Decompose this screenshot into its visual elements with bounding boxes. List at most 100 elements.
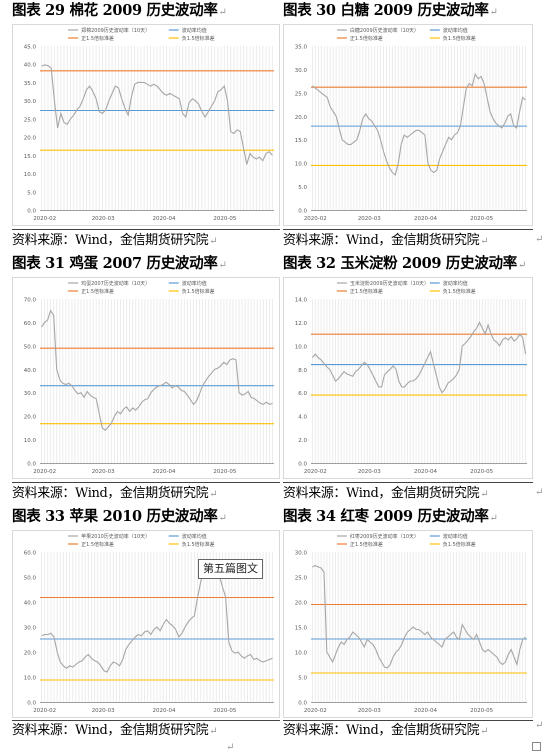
series-line — [312, 564, 526, 669]
y-tick-label: 12.0 — [295, 321, 308, 327]
x-tick-label: 2020-02 — [304, 469, 327, 475]
legend-series-label: 郑棉2009历史波动率（10天） — [81, 27, 150, 34]
y-tick-label: 20.0 — [295, 115, 308, 121]
chart-31-svg: 0.0 10.0 20.0 30.0 40.0 50.0 60.0 70.0 2020-02 20… — [12, 277, 280, 479]
y-tick-label: 10.0 — [24, 676, 37, 682]
y-tick-label: 25.0 — [295, 576, 308, 582]
legend-mean-label: 波动率均值 — [182, 27, 207, 34]
chart-34-svg: 0.0 5.0 10.0 15.0 20.0 25.0 30.0 2020-02 2020-03… — [283, 530, 533, 718]
x-tick-label: 2020-04 — [414, 216, 437, 222]
y-tick-label: 10.0 — [24, 172, 37, 178]
series-line — [41, 309, 273, 431]
figure-title: 图表 29 棉花 2009 历史波动率↵ — [12, 2, 227, 19]
series-line — [312, 72, 526, 176]
x-tick-label: 2020-04 — [153, 469, 176, 475]
source-note: 资料来源：Wind，金信期货研究院↵ — [283, 723, 489, 738]
y-tick-label: 0.0 — [27, 462, 36, 468]
figure-title: 图表 33 苹果 2010 历史波动率↵ — [12, 508, 227, 525]
y-tick-label: 50.0 — [24, 576, 37, 582]
y-tick-label: 15.0 — [24, 154, 37, 160]
legend-upper-label: 正1.5倍标准差 — [350, 541, 383, 548]
x-tick-label: 2020-04 — [153, 216, 176, 222]
legend-series-label: 红枣2009历史波动率（10天） — [350, 533, 419, 540]
y-tick-label: 15.0 — [295, 138, 308, 144]
source-note: 资料来源：Wind，金信期货研究院↵ — [283, 233, 489, 248]
legend-upper-label: 正1.5倍标准差 — [81, 541, 114, 548]
x-tick-label: 2020-05 — [213, 469, 236, 475]
x-tick-label: 2020-05 — [213, 708, 236, 714]
figure-title: 图表 32 玉米淀粉 2009 历史波动率↵ — [283, 255, 527, 272]
chart-29-svg: 0.0 5.0 10.0 15.0 20.0 25.0 30.0 35.0 40.0 45.0 20… — [12, 24, 280, 226]
y-tick-label: 30.0 — [24, 99, 37, 105]
legend-lower-label: 负1.5倍标准差 — [182, 288, 215, 295]
y-tick-label: 0.0 — [298, 462, 307, 468]
x-tick-label: 2020-02 — [33, 216, 56, 222]
figure-title: 图表 30 白糖 2009 历史波动率↵ — [283, 2, 498, 19]
legend-upper-label: 正1.5倍标准差 — [81, 35, 114, 42]
y-tick-label: 0.0 — [27, 701, 36, 707]
y-tick-label: 20.0 — [295, 601, 308, 607]
chart-frame — [12, 24, 280, 226]
legend-upper-label: 正1.5倍标准差 — [350, 35, 383, 42]
legend-lower-label: 负1.5倍标准差 — [182, 541, 215, 548]
paragraph-mark: ↵ — [535, 720, 544, 731]
y-tick-label: 30.0 — [24, 626, 37, 632]
legend-mean-label: 波动率均值 — [443, 533, 468, 540]
y-tick-label: 60.0 — [24, 551, 37, 557]
y-tick-label: 25.0 — [24, 117, 37, 123]
figure-34: 图表 34 红枣 2009 历史波动率↵ 0.0 5.0 10.0 15.0 20.0 2… — [283, 506, 533, 746]
y-tick-label: 70.0 — [24, 298, 37, 304]
y-tick-label: 6.0 — [298, 391, 307, 397]
series-line — [41, 64, 273, 165]
paragraph-mark: ↵ — [535, 234, 544, 245]
x-tick-label: 2020-03 — [92, 708, 115, 714]
legend-series-label: 鸡蛋2007历史波动率（10天） — [81, 280, 150, 287]
y-tick-label: 0.0 — [27, 209, 36, 215]
x-tick-label: 2020-03 — [92, 216, 115, 222]
y-tick-label: 20.0 — [24, 136, 37, 142]
y-tick-label: 30.0 — [295, 68, 308, 74]
y-tick-label: 8.0 — [298, 368, 307, 374]
legend-mean-label: 波动率均值 — [443, 27, 468, 34]
source-note: 资料来源：Wind，金信期货研究院↵ — [12, 723, 218, 738]
legend-upper-label: 正1.5倍标准差 — [350, 288, 383, 295]
y-tick-label: 35.0 — [24, 81, 37, 87]
legend-upper-label: 正1.5倍标准差 — [81, 288, 114, 295]
y-tick-label: 30.0 — [24, 391, 37, 397]
resize-handle[interactable] — [532, 742, 541, 751]
figure-callout[interactable]: 第五篇图文 — [198, 559, 263, 579]
legend-mean-label: 波动率均值 — [182, 280, 207, 287]
y-tick-label: 20.0 — [24, 651, 37, 657]
legend-lower-label: 负1.5倍标准差 — [443, 288, 476, 295]
figure-31: 图表 31 鸡蛋 2007 历史波动率↵ 0.0 10.0 20.0 30.0 40.0… — [12, 253, 280, 503]
x-tick-label: 2020-05 — [470, 216, 493, 222]
y-tick-label: 40.0 — [24, 63, 37, 69]
y-tick-label: 0.0 — [298, 701, 307, 707]
legend-mean-label: 波动率均值 — [443, 280, 468, 287]
y-tick-label: 50.0 — [24, 344, 37, 350]
y-tick-label: 60.0 — [24, 321, 37, 327]
x-tick-label: 2020-05 — [470, 708, 493, 714]
y-tick-label: 30.0 — [295, 551, 308, 557]
legend-lower-label: 负1.5倍标准差 — [182, 35, 215, 42]
y-tick-label: 14.0 — [295, 298, 308, 304]
y-tick-label: 10.0 — [295, 344, 308, 350]
y-tick-label: 4.0 — [298, 415, 307, 421]
chart-30-svg: 0.0 5.0 10.0 15.0 20.0 25.0 30.0 35.0 2020-02 202… — [283, 24, 533, 226]
figure-title: 图表 31 鸡蛋 2007 历史波动率↵ — [12, 255, 227, 272]
figure-title: 图表 34 红枣 2009 历史波动率↵ — [283, 508, 498, 525]
chart-32-svg: 0.0 2.0 4.0 6.0 8.0 10.0 12.0 14.0 2020-02 2020-0… — [283, 277, 533, 479]
figure-29: 图表 29 棉花 2009 历史波动率↵ 0.0 5.0 10.0 15.0 20.0 2… — [12, 0, 280, 250]
y-tick-label: 10.0 — [295, 162, 308, 168]
series-line — [311, 321, 527, 394]
x-tick-label: 2020-03 — [358, 469, 381, 475]
legend-mean-label: 波动率均值 — [182, 533, 207, 540]
y-tick-label: 20.0 — [24, 415, 37, 421]
y-tick-label: 0.0 — [298, 209, 307, 215]
series-line — [41, 567, 273, 673]
y-tick-label: 2.0 — [298, 438, 307, 444]
x-tick-label: 2020-03 — [92, 469, 115, 475]
x-tick-label: 2020-02 — [304, 708, 327, 714]
x-tick-label: 2020-02 — [33, 469, 56, 475]
chart-frame — [283, 24, 533, 226]
